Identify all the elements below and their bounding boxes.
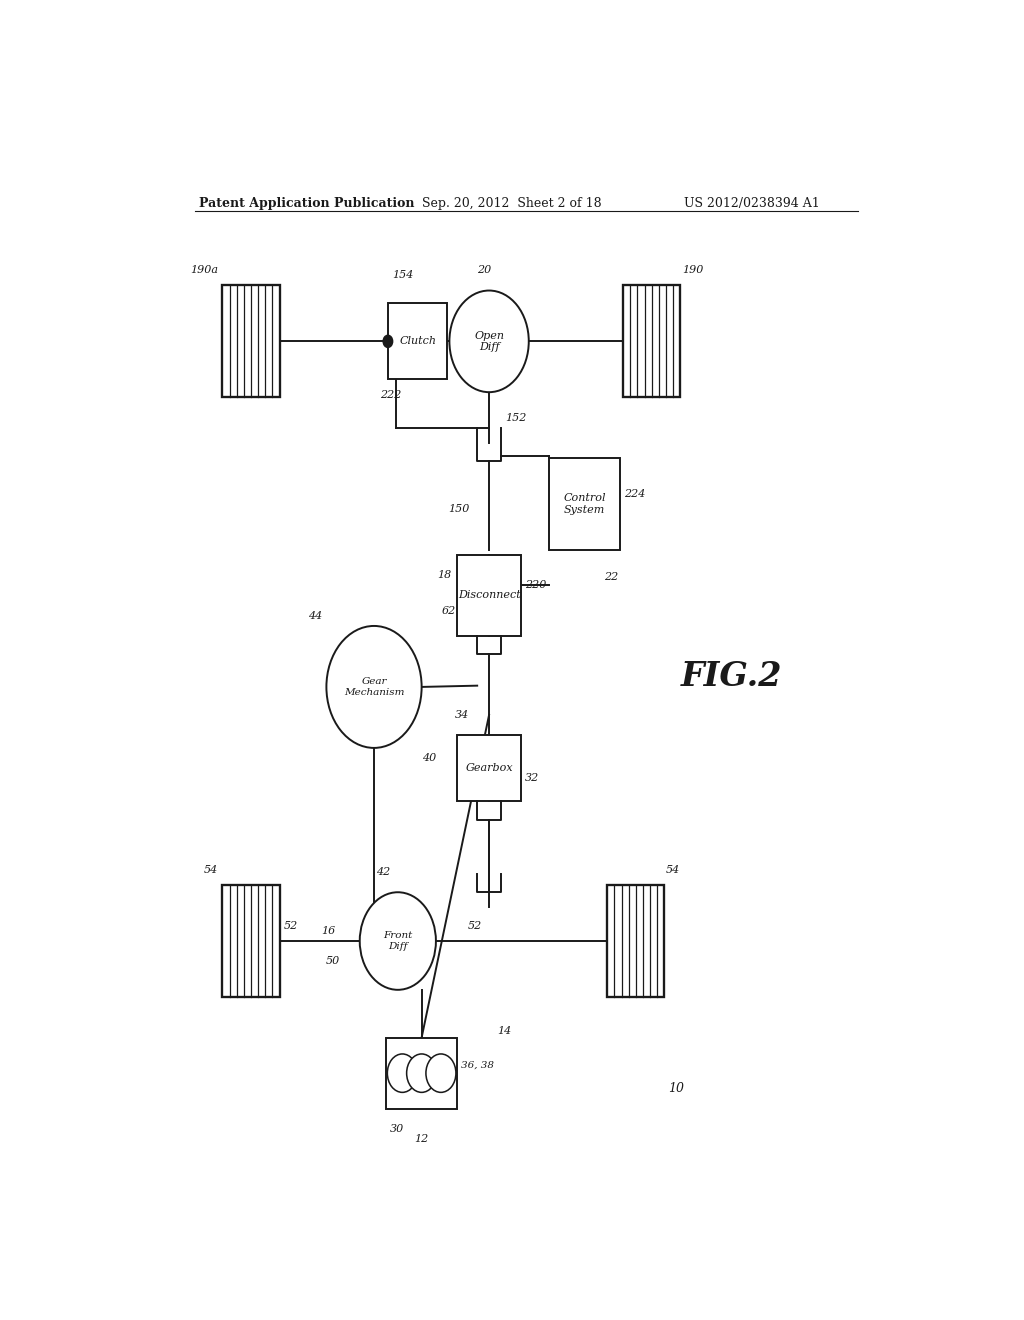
Text: 52: 52	[284, 921, 298, 931]
Text: 54: 54	[204, 865, 218, 875]
Text: 14: 14	[497, 1027, 511, 1036]
Text: 30: 30	[390, 1125, 404, 1134]
Circle shape	[450, 290, 528, 392]
Bar	[624, 285, 680, 397]
Circle shape	[359, 892, 436, 990]
Text: 22: 22	[604, 572, 618, 582]
Text: 18: 18	[437, 570, 452, 579]
Text: 32: 32	[524, 774, 539, 783]
Bar	[222, 285, 280, 397]
Bar	[222, 886, 280, 997]
Text: Gearbox: Gearbox	[465, 763, 513, 774]
Text: Clutch: Clutch	[399, 337, 436, 346]
Circle shape	[426, 1053, 456, 1093]
Text: Control
System: Control System	[563, 494, 605, 515]
Text: Patent Application Publication: Patent Application Publication	[200, 197, 415, 210]
Bar	[388, 304, 447, 379]
Text: 50: 50	[326, 957, 340, 966]
Text: 62: 62	[441, 606, 456, 615]
Text: Gear
Mechanism: Gear Mechanism	[344, 677, 404, 697]
Text: 12: 12	[415, 1134, 429, 1144]
Text: 40: 40	[422, 754, 436, 763]
Circle shape	[383, 335, 392, 347]
Text: 150: 150	[447, 504, 469, 513]
Bar	[458, 554, 521, 636]
Text: 36, 38: 36, 38	[461, 1060, 495, 1069]
Text: 16: 16	[322, 925, 336, 936]
Text: 52: 52	[468, 921, 482, 931]
Bar	[386, 1038, 458, 1109]
Text: 34: 34	[455, 710, 469, 719]
Text: 222: 222	[380, 389, 401, 400]
Text: 154: 154	[392, 269, 414, 280]
Circle shape	[327, 626, 422, 748]
Text: FIG.2: FIG.2	[680, 660, 782, 693]
Text: 152: 152	[505, 413, 526, 422]
Text: 54: 54	[666, 865, 680, 875]
Bar	[549, 458, 620, 549]
Text: Sep. 20, 2012  Sheet 2 of 18: Sep. 20, 2012 Sheet 2 of 18	[422, 197, 601, 210]
Text: Disconnect: Disconnect	[458, 590, 520, 601]
Bar	[607, 886, 665, 997]
Text: 10: 10	[668, 1082, 684, 1094]
Text: US 2012/0238394 A1: US 2012/0238394 A1	[684, 197, 819, 210]
Circle shape	[407, 1053, 436, 1093]
Text: 220: 220	[524, 581, 546, 590]
Text: 42: 42	[376, 867, 390, 876]
Text: Open
Diff: Open Diff	[474, 330, 504, 352]
Text: 190: 190	[682, 265, 703, 275]
Text: 44: 44	[308, 611, 323, 620]
Bar	[458, 735, 521, 801]
Text: Front
Diff: Front Diff	[383, 932, 413, 950]
Text: 224: 224	[624, 488, 645, 499]
Text: 190a: 190a	[190, 265, 218, 275]
Text: 20: 20	[477, 265, 492, 275]
Circle shape	[387, 1053, 418, 1093]
